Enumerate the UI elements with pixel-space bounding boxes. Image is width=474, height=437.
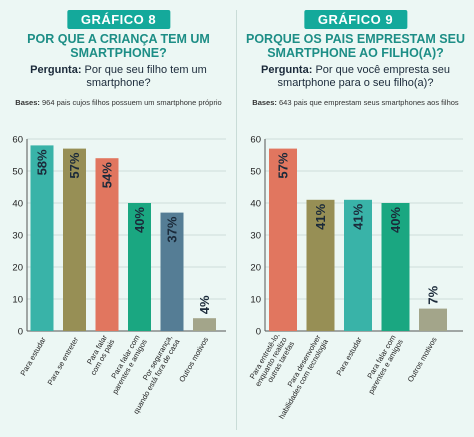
- question-label: Pergunta:: [30, 64, 82, 76]
- bar: [95, 158, 119, 331]
- y-tick-label: 40: [12, 199, 23, 210]
- category-label: Para falarcom os pais: [81, 333, 116, 377]
- category-label-line: Para se entreter: [46, 335, 81, 387]
- y-tick-label: 40: [250, 199, 261, 210]
- category-label: Para se entreter: [46, 335, 81, 387]
- y-tick-label: 50: [250, 167, 261, 178]
- y-tick-label: 10: [250, 295, 261, 306]
- bases-label: Bases:: [15, 98, 40, 107]
- bar: [269, 148, 297, 331]
- question-text: Por que você empresta seu smartphone par…: [277, 64, 450, 89]
- question-label: Pergunta:: [261, 64, 313, 76]
- y-tick-label: 60: [250, 135, 261, 146]
- category-label: Para estudar: [334, 335, 364, 377]
- value-label: 57%: [67, 152, 82, 178]
- category-label: Outros motivos: [406, 335, 439, 383]
- y-tick-label: 30: [12, 231, 23, 242]
- bases-text: 964 pais cujos filhos possuem um smartph…: [42, 98, 222, 107]
- bases-text: 643 pais que emprestam seus smartphones …: [279, 98, 459, 107]
- y-tick-label: 30: [250, 231, 261, 242]
- question: Pergunta: Por que você empresta seu smar…: [247, 64, 464, 90]
- bases: Bases: 964 pais cujos filhos possuem um …: [14, 98, 223, 108]
- chart-panel-8: GRÁFICO 8 POR QUE A CRIANÇA TEM UM SMART…: [10, 10, 227, 108]
- value-label: 7%: [426, 285, 441, 304]
- chart-badge: GRÁFICO 8: [66, 10, 171, 29]
- bar: [306, 199, 335, 331]
- value-label: 40%: [388, 207, 403, 233]
- y-tick-label: 10: [12, 295, 23, 306]
- chart-title: PORQUE OS PAIS EMPRESTAM SEU SMARTPHONE …: [245, 32, 465, 60]
- value-label: 58%: [35, 149, 50, 175]
- category-label: Para estudar: [18, 335, 48, 377]
- category-label-line: Outros motivos: [406, 335, 439, 383]
- value-label: 4%: [197, 295, 212, 314]
- bar: [63, 148, 86, 331]
- y-tick-label: 0: [18, 327, 23, 338]
- value-label: 57%: [276, 152, 291, 178]
- category-label: Para falar comparentes e amigos: [359, 333, 405, 395]
- y-tick-label: 60: [12, 135, 23, 146]
- bar: [128, 203, 151, 331]
- bar: [193, 318, 216, 331]
- value-label: 41%: [351, 203, 366, 229]
- y-tick-label: 20: [250, 263, 261, 274]
- chart-panel-9: GRÁFICO 9 PORQUE OS PAIS EMPRESTAM SEU S…: [237, 0, 474, 437]
- category-label-line: Outros motivos: [177, 335, 210, 383]
- bar: [344, 199, 372, 331]
- category-label-line: Para estudar: [334, 335, 364, 377]
- value-label: 41%: [313, 203, 328, 229]
- y-tick-label: 0: [256, 327, 261, 338]
- category-label-line: Para estudar: [18, 335, 48, 377]
- bases-label: Bases:: [252, 98, 277, 107]
- category-label: Outros motivos: [177, 335, 210, 383]
- panel-divider: [236, 10, 237, 430]
- chart-badge: GRÁFICO 9: [303, 10, 408, 29]
- y-tick-label: 50: [12, 167, 23, 178]
- bar: [381, 203, 410, 331]
- chart-title: POR QUE A CRIANÇA TEM UM SMARTPHONE?: [27, 32, 210, 60]
- y-tick-label: 20: [12, 263, 23, 274]
- value-label: 40%: [132, 207, 147, 233]
- value-label: 54%: [100, 162, 115, 188]
- bases: Bases: 643 pais que emprestam seus smart…: [251, 98, 460, 108]
- value-label: 37%: [165, 216, 180, 242]
- bar: [419, 308, 447, 331]
- question: Pergunta: Por que seu filho tem um smart…: [10, 64, 227, 90]
- question-text: Por que seu filho tem um smartphone?: [84, 64, 207, 89]
- bar: [30, 145, 54, 331]
- bar: [160, 212, 184, 331]
